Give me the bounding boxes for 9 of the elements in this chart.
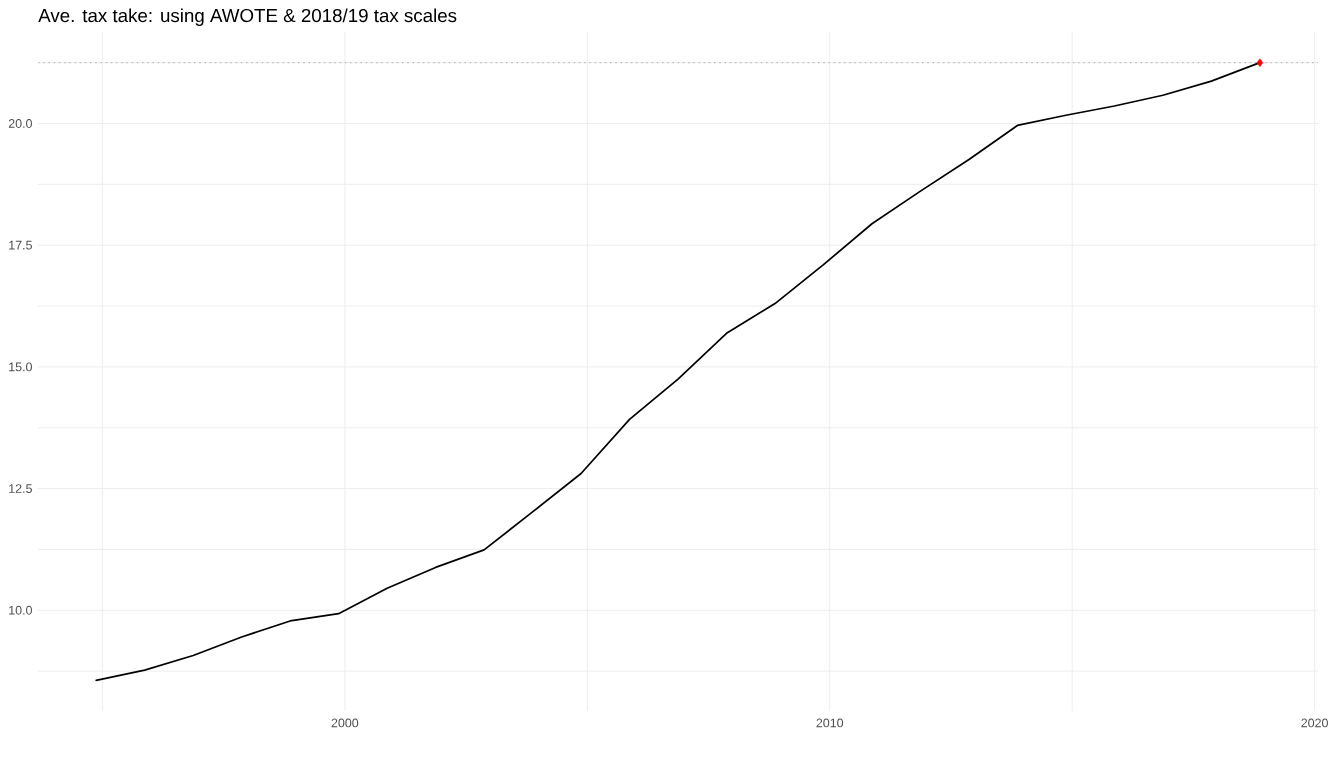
chart-title: Ave. tax take: using AWOTE & 2018/19 tax scales xyxy=(38,8,457,26)
y-tick-label: 17.5 xyxy=(9,240,32,250)
y-tick-label: 20.0 xyxy=(8,119,32,128)
x-tick-label: 2000 xyxy=(331,718,359,728)
x-tick-label: 2020 xyxy=(1301,718,1328,728)
y-tick-label: 15.0 xyxy=(9,362,32,372)
x-tick-label: 2010 xyxy=(816,718,844,728)
y-tick-label: 10.0 xyxy=(9,605,32,615)
y-tick-label: 12.5 xyxy=(9,484,32,493)
